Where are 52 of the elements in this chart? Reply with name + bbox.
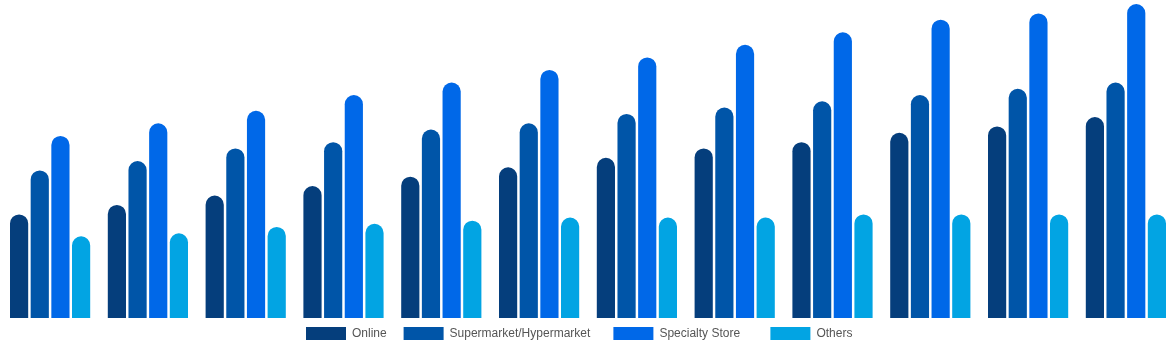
bar <box>1147 214 1166 318</box>
bar <box>463 220 482 318</box>
bar <box>246 110 266 318</box>
bar <box>617 113 636 318</box>
bar <box>365 223 384 318</box>
bar <box>910 95 930 318</box>
bar <box>854 214 873 318</box>
bar <box>756 217 775 318</box>
bar <box>694 148 713 318</box>
bar <box>72 236 91 318</box>
bar <box>813 101 832 318</box>
legend-label: Online <box>352 326 388 340</box>
bar <box>1008 88 1027 318</box>
bar <box>421 129 441 318</box>
bar <box>519 123 538 318</box>
bar <box>596 157 615 318</box>
bar <box>833 32 852 318</box>
bar <box>540 69 559 318</box>
legend-label: Others <box>816 326 853 340</box>
bar <box>169 233 188 318</box>
bar <box>931 19 950 318</box>
legend-label: Supermarket/Hypermarket <box>449 326 591 340</box>
bar <box>561 217 580 318</box>
bar <box>267 226 286 318</box>
bar <box>10 214 29 318</box>
bar <box>499 167 518 318</box>
bar <box>1085 117 1104 318</box>
legend-label: Specialty Store <box>659 326 741 340</box>
bar <box>735 44 755 318</box>
bar <box>128 161 147 318</box>
bar <box>952 214 971 318</box>
bar <box>442 82 461 318</box>
bar <box>51 135 70 318</box>
bar <box>988 126 1007 318</box>
bar <box>149 123 168 318</box>
bar <box>890 132 909 318</box>
bar <box>107 204 126 318</box>
bar <box>401 176 420 318</box>
bar <box>1106 82 1125 318</box>
bar <box>715 107 734 318</box>
bar <box>638 57 657 318</box>
bar <box>1050 214 1069 318</box>
bar <box>226 148 245 318</box>
bar <box>658 217 677 318</box>
bar <box>1029 13 1048 318</box>
bar <box>792 142 811 318</box>
bar <box>205 195 224 318</box>
bar <box>303 186 322 318</box>
bar <box>344 95 363 318</box>
bar <box>1127 4 1146 318</box>
bar <box>324 142 343 318</box>
bar <box>30 170 49 318</box>
